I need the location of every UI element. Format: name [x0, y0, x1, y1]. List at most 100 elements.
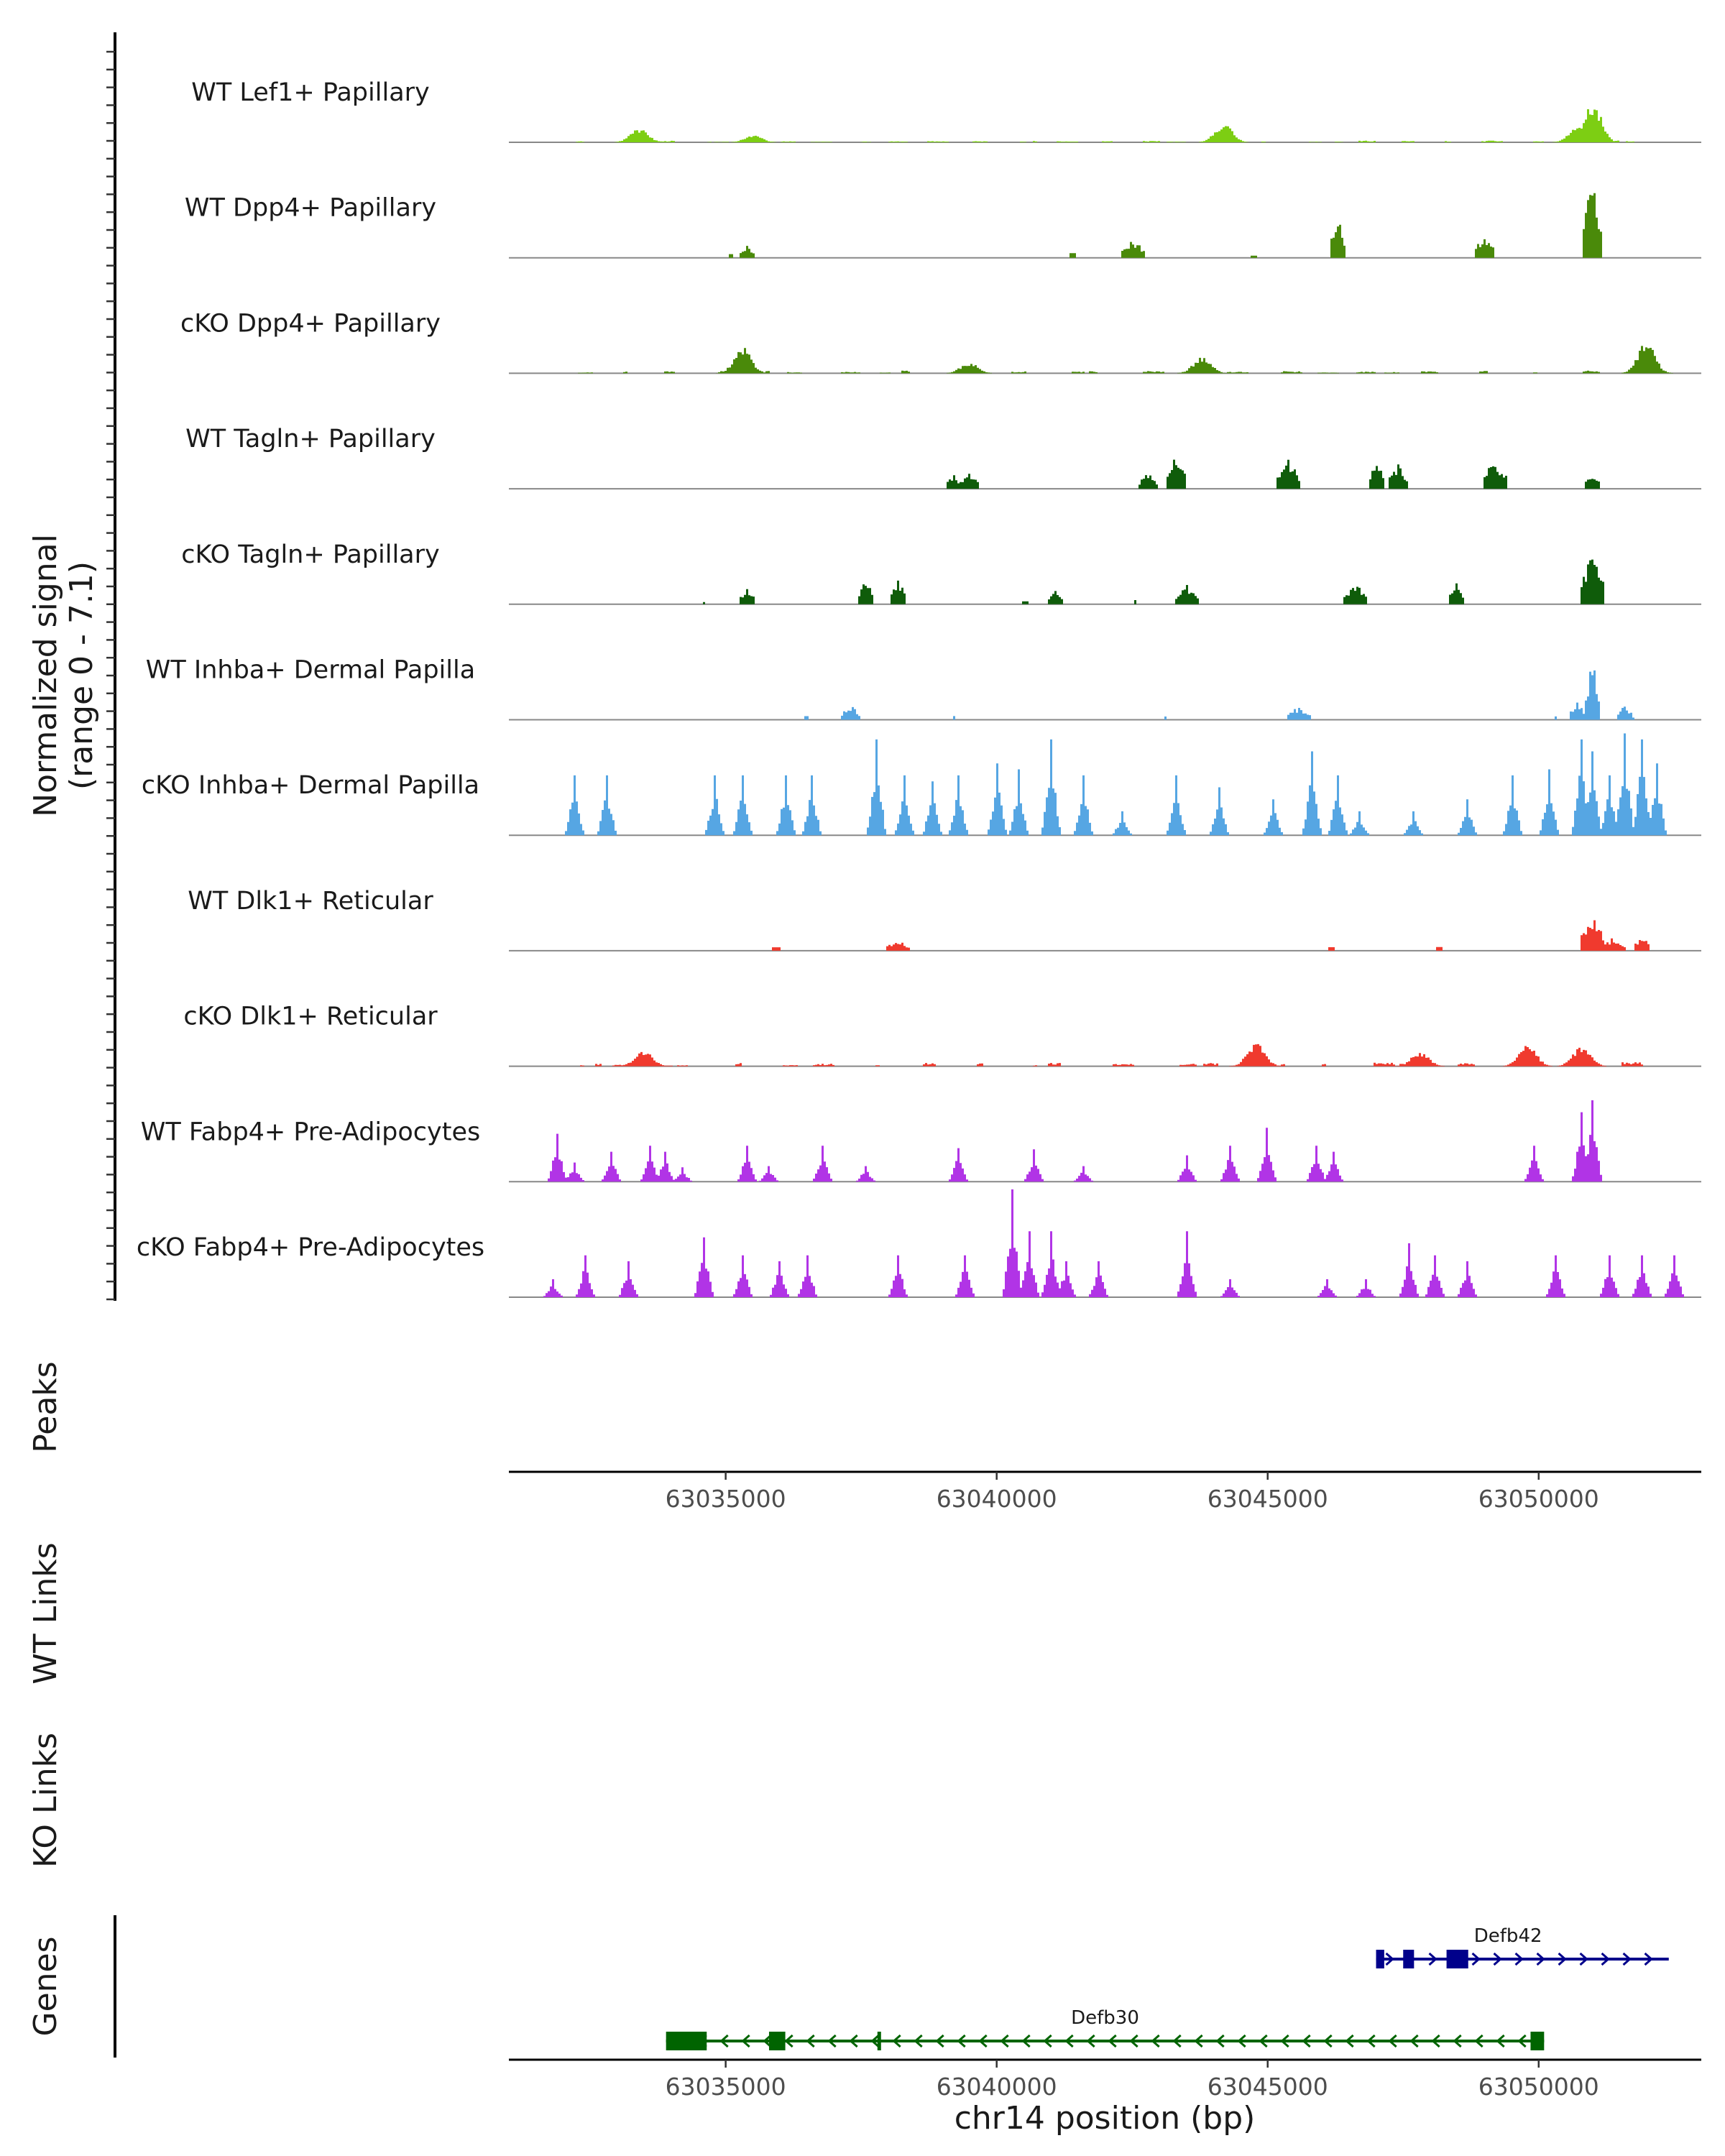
- track-wt-tagln-papillary: WT Tagln+ Papillary: [185, 425, 1701, 490]
- strand-arrow: [1428, 1952, 1438, 1966]
- exon: [1376, 1950, 1384, 1968]
- strand-arrow: [1601, 1952, 1610, 1966]
- strand-arrow: [1517, 2034, 1527, 2048]
- x-tick-label: 63045000: [1208, 2073, 1328, 2101]
- wt-links-panel-label: WT Links: [27, 1542, 64, 1684]
- strand-arrow: [1151, 2034, 1160, 2048]
- track-label: cKO Fabp4+ Pre-Adipocytes: [137, 1233, 484, 1262]
- coverage-area: [703, 559, 1604, 604]
- exon: [1530, 2032, 1545, 2050]
- strand-arrow: [1000, 2034, 1009, 2048]
- exon: [877, 2032, 881, 2050]
- coverage-area: [565, 733, 1667, 836]
- coverage-area: [576, 109, 1634, 142]
- track-cko-tagln-papillary: cKO Tagln+ Papillary: [181, 540, 1701, 605]
- coverage-tracks: WT Lef1+ Papillary WT Dpp4+ Papillary cKO …: [137, 78, 1701, 1298]
- strand-arrow: [1388, 2034, 1397, 2048]
- signal-axis-title: Normalized signal: [27, 534, 64, 817]
- track-cko-inhba-dermal-papilla: cKO Inhba+ Dermal Papilla: [142, 733, 1701, 837]
- track-label: WT Inhba+ Dermal Papilla: [146, 656, 475, 685]
- x-tick-label: 63050000: [1478, 2073, 1599, 2101]
- strand-arrow: [1323, 2034, 1333, 2048]
- exon: [666, 2032, 707, 2050]
- strand-arrow: [1385, 1952, 1394, 1966]
- strand-arrow: [784, 2034, 794, 2048]
- strand-arrow: [1129, 2034, 1138, 2048]
- strand-arrow: [1172, 2034, 1182, 2048]
- peaks-panel-label: Peaks: [27, 1361, 64, 1452]
- strand-arrow: [1280, 2034, 1289, 2048]
- strand-arrow: [1108, 2034, 1117, 2048]
- exon: [1403, 1950, 1414, 1968]
- strand-arrow: [1431, 2034, 1440, 2048]
- strand-arrow: [892, 2034, 901, 2048]
- coverage-area: [804, 670, 1634, 720]
- strand-arrow: [1259, 2034, 1268, 2048]
- signal-axis-range: (range 0 - 7.1): [63, 561, 100, 790]
- strand-arrow: [957, 2034, 966, 2048]
- track-label: cKO Dlk1+ Reticular: [183, 1003, 438, 1031]
- track-label: WT Lef1+ Papillary: [191, 78, 430, 107]
- strand-arrow: [935, 2034, 944, 2048]
- track-label: WT Fabp4+ Pre-Adipocytes: [141, 1118, 480, 1146]
- track-wt-inhba-dermal-papilla: WT Inhba+ Dermal Papilla: [146, 656, 1701, 721]
- strand-arrow: [1496, 2034, 1505, 2048]
- strand-arrow: [1064, 2034, 1074, 2048]
- strand-arrow: [1471, 1952, 1481, 1966]
- strand-arrow: [1021, 2034, 1031, 2048]
- coverage-area: [543, 1189, 1684, 1297]
- track-label: cKO Inhba+ Dermal Papilla: [142, 771, 479, 800]
- strand-arrow: [1409, 2034, 1419, 2048]
- strand-arrow: [849, 2034, 858, 2048]
- strand-arrow: [1558, 1952, 1567, 1966]
- strand-arrow: [1644, 1952, 1653, 1966]
- track-label: WT Tagln+ Papillary: [185, 425, 436, 453]
- track-cko-dlk1-reticular: cKO Dlk1+ Reticular: [183, 1003, 1701, 1067]
- signal-axis-ticks: [106, 50, 115, 1301]
- track-label: WT Dlk1+ Reticular: [188, 887, 433, 916]
- strand-arrow: [978, 2034, 988, 2048]
- strand-arrow: [806, 2034, 815, 2048]
- track-wt-dlk1-reticular: WT Dlk1+ Reticular: [188, 887, 1701, 952]
- strand-arrow: [1453, 2034, 1462, 2048]
- strand-arrow: [1086, 2034, 1095, 2048]
- strand-arrow: [827, 2034, 837, 2048]
- strand-arrow: [1043, 2034, 1052, 2048]
- strand-arrow: [1366, 2034, 1376, 2048]
- x-axis-title: chr14 position (bp): [954, 2100, 1256, 2137]
- strand-arrow: [741, 2034, 750, 2048]
- strand-arrow: [1622, 1952, 1632, 1966]
- x-tick-label: 63040000: [937, 1485, 1057, 1513]
- gene-models: Defb42 Defb30: [666, 1925, 1669, 2050]
- gene-name-label: Defb42: [1474, 1925, 1542, 1947]
- strand-arrow: [1474, 2034, 1484, 2048]
- track-wt-lef1-papillary: WT Lef1+ Papillary: [191, 78, 1701, 143]
- strand-arrow: [1536, 1952, 1545, 1966]
- genes-x-axis-ticks: 63035000 63040000 63045000 63050000: [666, 2060, 1599, 2101]
- peaks-x-axis-ticks: 63035000 63040000 63045000 63050000: [666, 1472, 1599, 1513]
- x-tick-label: 63035000: [666, 2073, 786, 2101]
- gene-name-label: Defb30: [1071, 2007, 1139, 2029]
- track-label: cKO Dpp4+ Papillary: [180, 309, 441, 338]
- track-wt-dpp4-papillary: WT Dpp4+ Papillary: [185, 193, 1701, 259]
- strand-arrow: [1215, 2034, 1225, 2048]
- x-tick-label: 63045000: [1208, 1485, 1328, 1513]
- track-label: cKO Tagln+ Papillary: [181, 540, 440, 569]
- x-tick-label: 63040000: [937, 2073, 1057, 2101]
- coverage-area: [729, 193, 1602, 258]
- track-wt-fabp4-pre-adipocytes: WT Fabp4+ Pre-Adipocytes: [141, 1100, 1701, 1183]
- coverage-area: [580, 1044, 1643, 1067]
- coverage-area: [578, 346, 1673, 374]
- gene-defb30: Defb30: [666, 2007, 1545, 2050]
- exon: [768, 2032, 786, 2050]
- strand-arrow: [719, 2034, 729, 2048]
- track-cko-fabp4-pre-adipocytes: cKO Fabp4+ Pre-Adipocytes: [137, 1189, 1701, 1298]
- coverage-area: [772, 920, 1650, 951]
- strand-arrow: [1302, 2034, 1311, 2048]
- ko-links-panel-label: KO Links: [27, 1733, 64, 1868]
- strand-arrow: [1237, 2034, 1246, 2048]
- strand-arrow: [914, 2034, 923, 2048]
- gene-defb42: Defb42: [1376, 1925, 1669, 1968]
- coverage-area: [548, 1100, 1602, 1182]
